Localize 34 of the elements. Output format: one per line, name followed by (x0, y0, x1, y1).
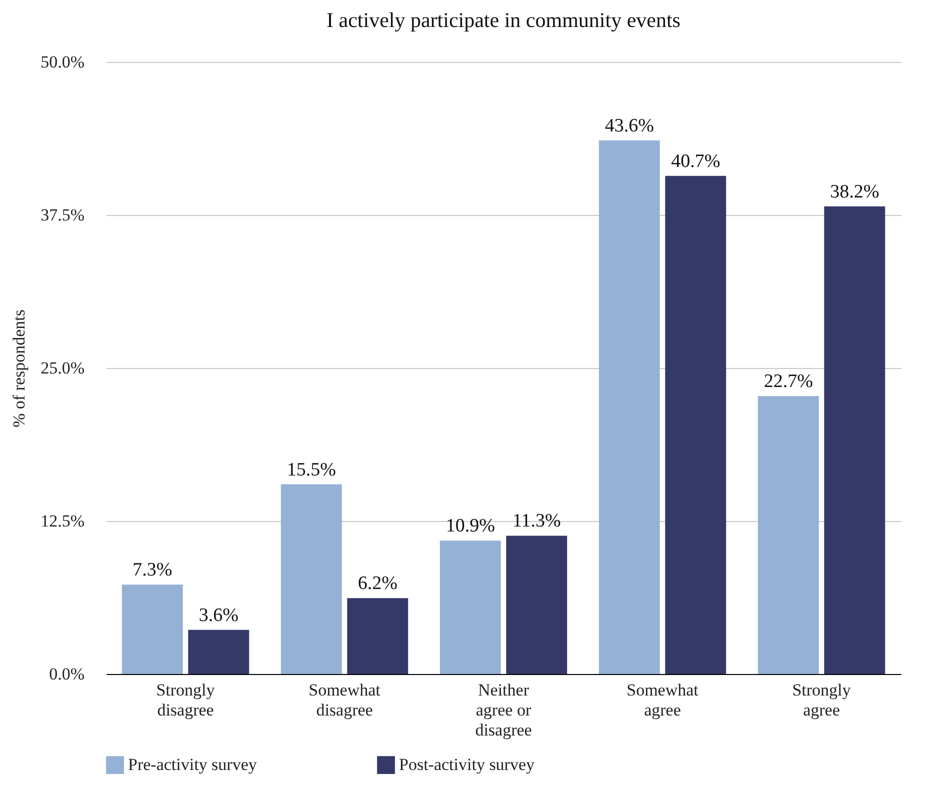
bar (188, 630, 250, 674)
x-tick-label: Somewhat agree (626, 680, 699, 720)
bar (598, 140, 660, 674)
legend-label: Post-activity survey (399, 755, 536, 774)
data-label: 22.7% (764, 371, 814, 392)
bar (347, 598, 408, 674)
x-tick-label: Strongly agree (792, 680, 852, 720)
data-label: 43.6% (604, 115, 654, 136)
y-tick-label: 50.0% (40, 52, 84, 72)
bar (280, 484, 342, 674)
chart-title: I actively participate in community events (326, 8, 680, 32)
data-label: 3.6% (198, 604, 239, 626)
data-label: 7.3% (132, 560, 172, 581)
y-tick-label: 25.0% (40, 358, 84, 378)
bar (824, 206, 886, 674)
data-label: 15.5% (286, 459, 336, 480)
data-label: 10.9% (446, 516, 496, 537)
x-tick-label: Neither agree or disagree (475, 680, 532, 740)
data-label: 40.7% (671, 150, 720, 172)
y-axis-title: % of respondents (10, 309, 29, 428)
data-label: 38.2% (830, 181, 880, 202)
y-tick-label: 37.5% (40, 206, 84, 224)
bar (665, 176, 726, 674)
x-tick-label: Strongly disagree (156, 680, 216, 720)
x-tick-label: Somewhat disagree (308, 680, 381, 720)
y-tick-label: 12.5% (40, 512, 84, 530)
data-label: 11.3% (512, 510, 561, 532)
bar (440, 540, 501, 674)
legend-label: Pre-activity survey (128, 755, 258, 774)
y-tick-label: 0.0% (49, 664, 84, 684)
bar (758, 396, 819, 674)
bar (122, 584, 183, 674)
bar (506, 536, 568, 674)
data-label: 6.2% (358, 573, 398, 594)
